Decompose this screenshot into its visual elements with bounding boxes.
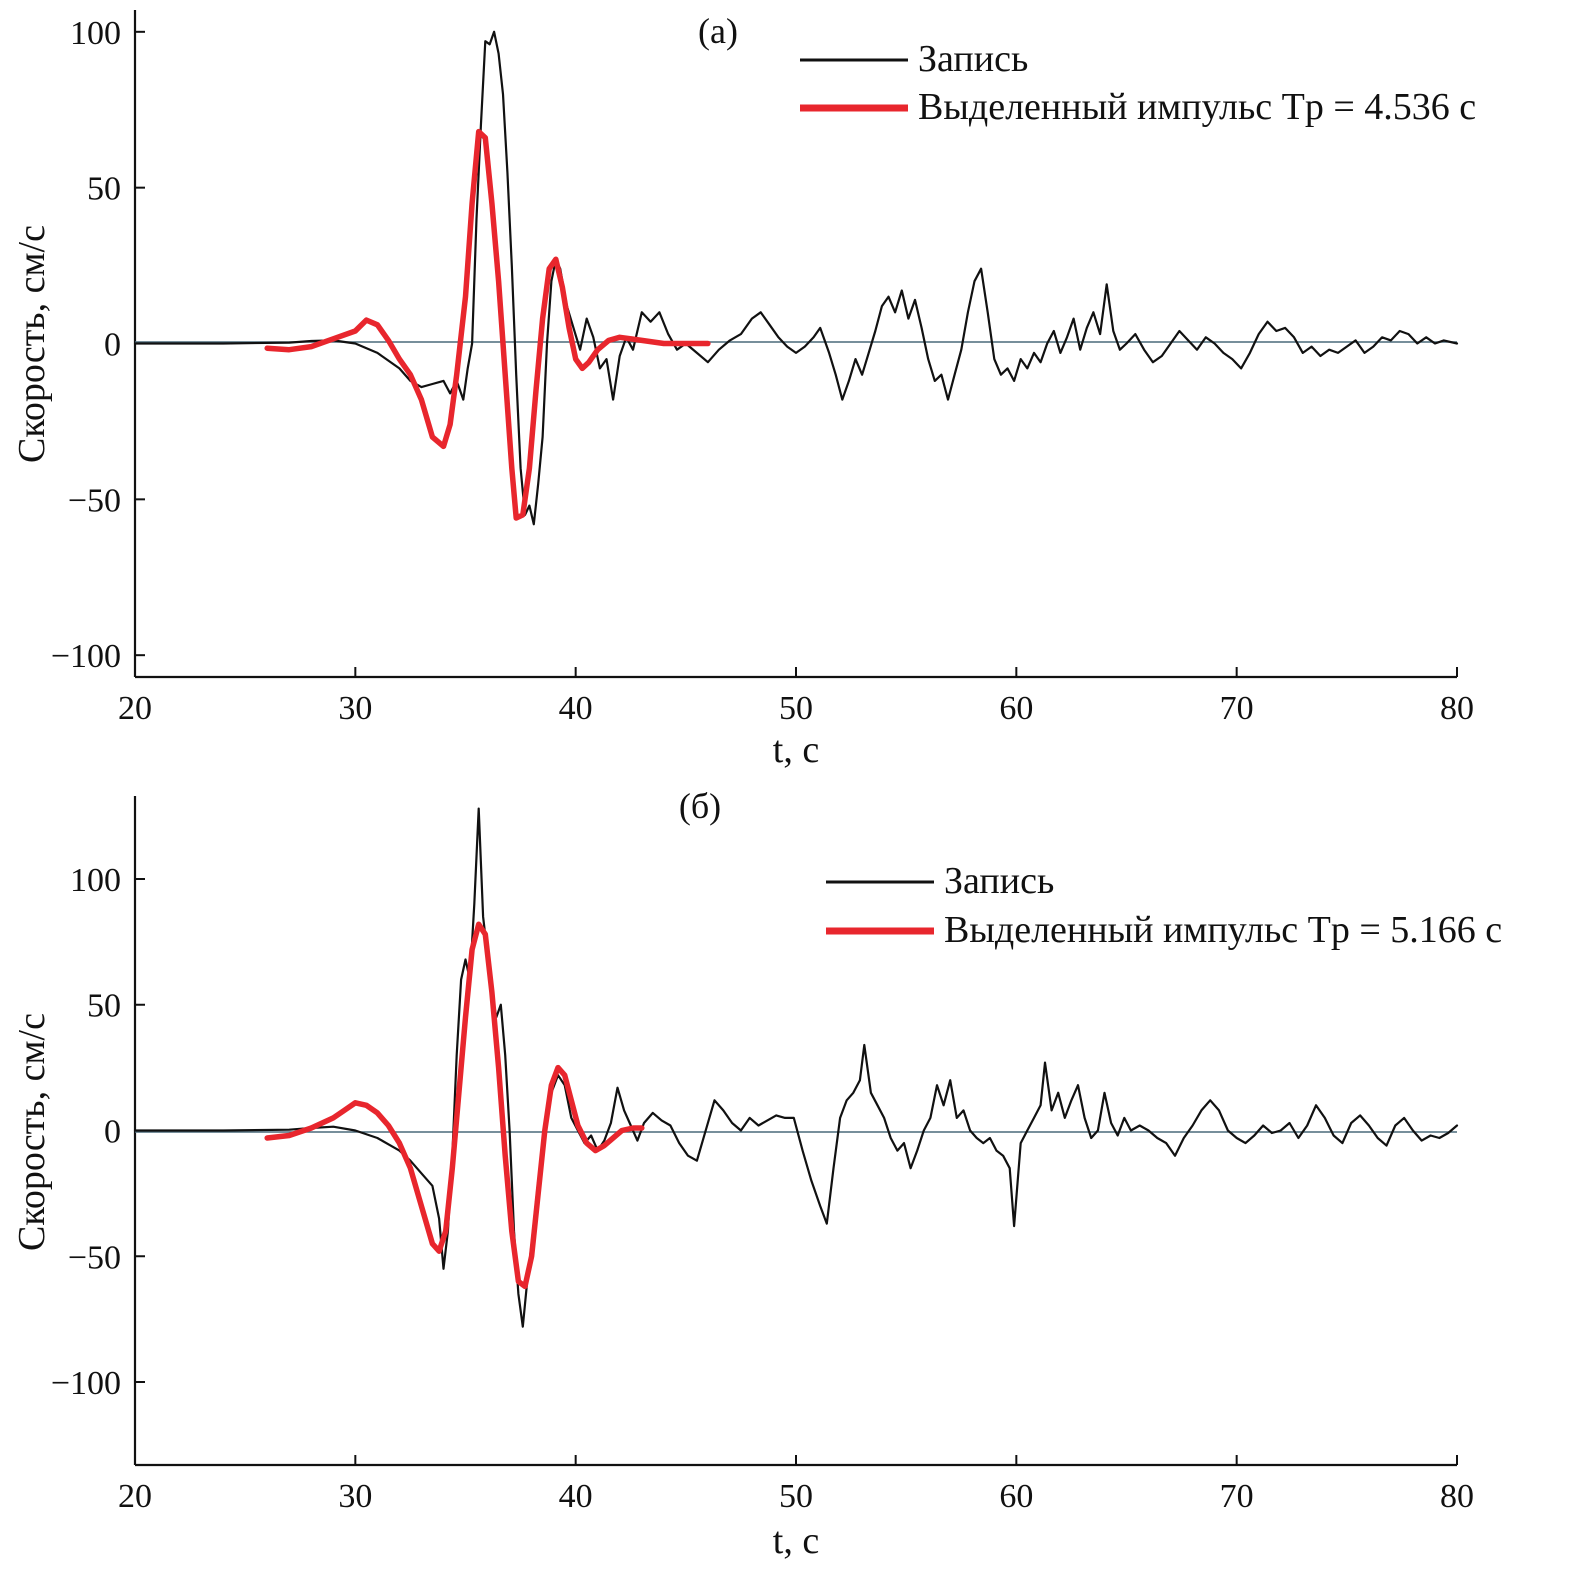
x-tick-label: 70	[1220, 690, 1254, 727]
legend: Запись Выделенный импульс Tp = 4.536 с	[800, 38, 1476, 128]
x-axis-label: t, с	[773, 1520, 819, 1562]
x-tick-label: 40	[559, 1478, 593, 1515]
y-tick-label: 0	[104, 1114, 121, 1151]
x-tick-label: 60	[999, 690, 1033, 727]
panel-b: −100 −50 0 50 100 20 30 40 50 60 70 80 (б) t, с Ск…	[11, 786, 1502, 1562]
x-tick-label: 30	[338, 690, 372, 727]
legend-label-pulse: Выделенный импульс Tp = 5.166 с	[944, 909, 1502, 951]
y-tick-label: −50	[68, 482, 121, 519]
x-tick-label: 70	[1220, 1478, 1254, 1515]
legend-label-pulse: Выделенный импульс Tp = 4.536 с	[918, 86, 1476, 128]
y-tick-label: 100	[70, 862, 121, 899]
legend-label-record: Запись	[918, 38, 1028, 80]
y-axis-label: Скорость, см/с	[11, 225, 53, 463]
series-pulse-line	[264, 921, 645, 1290]
y-tick-label: 100	[70, 15, 121, 52]
y-tick-label: −100	[51, 1365, 121, 1402]
x-tick-label: 20	[118, 1478, 152, 1515]
series-pulse-line	[264, 128, 711, 521]
y-ticks: −100 −50 0 50 100	[51, 862, 145, 1402]
x-axis-label: t, с	[773, 729, 819, 771]
x-ticks: 20 30 40 50 60 70 80	[118, 667, 1474, 727]
x-tick-label: 80	[1440, 1478, 1474, 1515]
x-tick-label: 30	[338, 1478, 372, 1515]
legend: Запись Выделенный импульс Tp = 5.166 с	[826, 860, 1502, 951]
y-tick-label: 0	[104, 327, 121, 364]
x-tick-label: 50	[779, 1478, 813, 1515]
x-tick-label: 60	[999, 1478, 1033, 1515]
legend-label-record: Запись	[944, 860, 1054, 902]
panel-title: (б)	[679, 786, 721, 826]
y-ticks: −100 −50 0 50 100	[51, 15, 145, 675]
x-tick-label: 40	[559, 690, 593, 727]
y-axis-label: Скорость, см/с	[11, 1013, 53, 1251]
panel-title: (а)	[698, 11, 738, 51]
y-tick-label: −100	[51, 638, 121, 675]
x-tick-label: 50	[779, 690, 813, 727]
series-record-line	[133, 30, 1459, 526]
x-tick-label: 80	[1440, 690, 1474, 727]
y-tick-label: 50	[87, 171, 121, 208]
y-tick-label: −50	[68, 1239, 121, 1276]
x-ticks: 20 30 40 50 60 70 80	[118, 1455, 1474, 1515]
panel-a: −100 −50 0 50 100 20 30 40 50 60 70 80 (а) t, с Ск…	[11, 10, 1476, 771]
series-record-line	[133, 807, 1459, 1328]
y-tick-label: 50	[87, 988, 121, 1025]
x-tick-label: 20	[118, 690, 152, 727]
